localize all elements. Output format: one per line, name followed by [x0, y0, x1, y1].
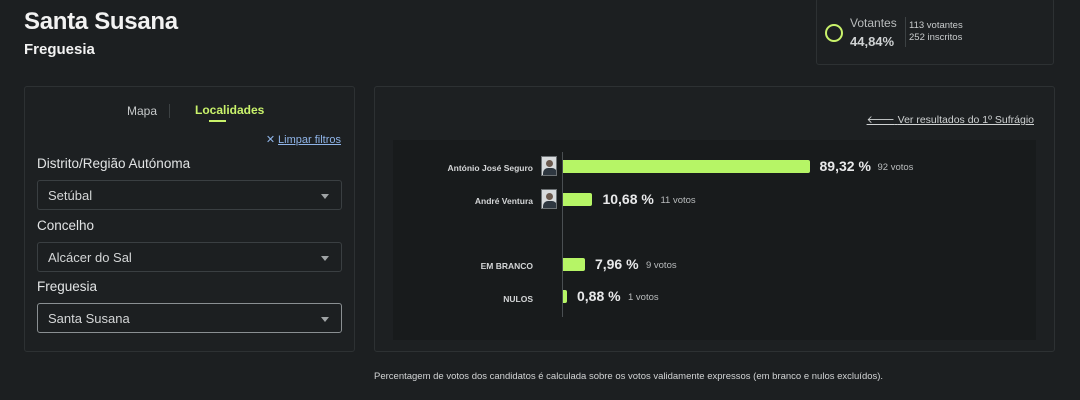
candidate-name-blank: EM BRANCO	[480, 261, 533, 271]
page-title: Santa Susana	[24, 8, 178, 35]
arrow-left-icon: 🡐	[866, 114, 895, 126]
district-select-value: Setúbal	[48, 188, 93, 203]
results-chart: António José Seguro 89,32 % 92 votos And…	[393, 140, 1036, 340]
bar-seguro	[563, 160, 810, 173]
turnout-votantes: 113 votantes	[909, 20, 963, 31]
bar-blank	[563, 258, 585, 271]
clear-filters-label: Limpar filtros	[278, 134, 341, 146]
bar-votes-seguro: 92 votos	[877, 162, 914, 173]
turnout-inscritos: 252 inscritos	[909, 32, 963, 43]
chevron-down-icon	[321, 317, 329, 322]
bar-percent-blank: 7,96 %	[594, 256, 639, 272]
candidate-name-null: NULOS	[503, 294, 533, 304]
municipality-select[interactable]: Alcácer do Sal	[37, 242, 342, 272]
close-icon: ✕	[265, 134, 276, 146]
bar-percent-ventura: 10,68 %	[602, 191, 654, 207]
previous-round-label: Ver resultados do 1º Sufrágio	[897, 114, 1034, 126]
tab-active-indicator	[209, 120, 226, 122]
candidate-name-seguro: António José Seguro	[447, 163, 533, 173]
district-select[interactable]: Setúbal	[37, 180, 342, 210]
tab-localities[interactable]: Localidades	[195, 103, 265, 117]
results-panel: 🡐 Ver resultados do 1º Sufrágio António …	[374, 86, 1055, 352]
previous-round-link[interactable]: 🡐 Ver resultados do 1º Sufrágio	[867, 113, 1034, 126]
municipality-label: Concelho	[37, 218, 95, 233]
district-label: Distrito/Região Autónoma	[37, 156, 191, 171]
turnout-percent: 44,84%	[850, 34, 895, 49]
footnote: Percentagem de votos dos candidatos é ca…	[374, 371, 884, 382]
chart-axis	[562, 152, 563, 317]
candidate-photo-ventura	[541, 189, 557, 209]
bar-votes-blank: 9 votos	[645, 260, 677, 271]
candidate-photo-seguro	[541, 156, 557, 176]
chevron-down-icon	[321, 194, 329, 199]
parish-select[interactable]: Santa Susana	[37, 303, 342, 333]
bar-ventura	[563, 193, 593, 206]
turnout-card: Votantes 44,84% 113 votantes 252 inscrit…	[816, 0, 1054, 65]
bar-null	[563, 290, 567, 303]
municipality-select-value: Alcácer do Sal	[48, 250, 132, 265]
page-subtitle: Freguesia	[24, 41, 95, 58]
parish-select-value: Santa Susana	[48, 311, 130, 326]
turnout-divider	[905, 17, 906, 47]
bar-votes-null: 1 votos	[628, 292, 659, 303]
bar-percent-seguro: 89,32 %	[819, 158, 871, 174]
turnout-ring-icon	[825, 24, 843, 42]
tab-divider	[169, 104, 170, 118]
clear-filters-link[interactable]: ✕ Limpar filtros	[266, 133, 341, 146]
tab-map[interactable]: Mapa	[127, 104, 158, 118]
bar-percent-null: 0,88 %	[577, 288, 621, 304]
candidate-name-ventura: André Ventura	[474, 196, 533, 206]
turnout-label: Votantes	[850, 16, 897, 30]
filters-panel: Mapa Localidades ✕ Limpar filtros Distrit…	[24, 86, 355, 352]
bar-votes-ventura: 11 votos	[660, 195, 696, 206]
chevron-down-icon	[321, 256, 329, 261]
parish-label: Freguesia	[37, 279, 98, 294]
